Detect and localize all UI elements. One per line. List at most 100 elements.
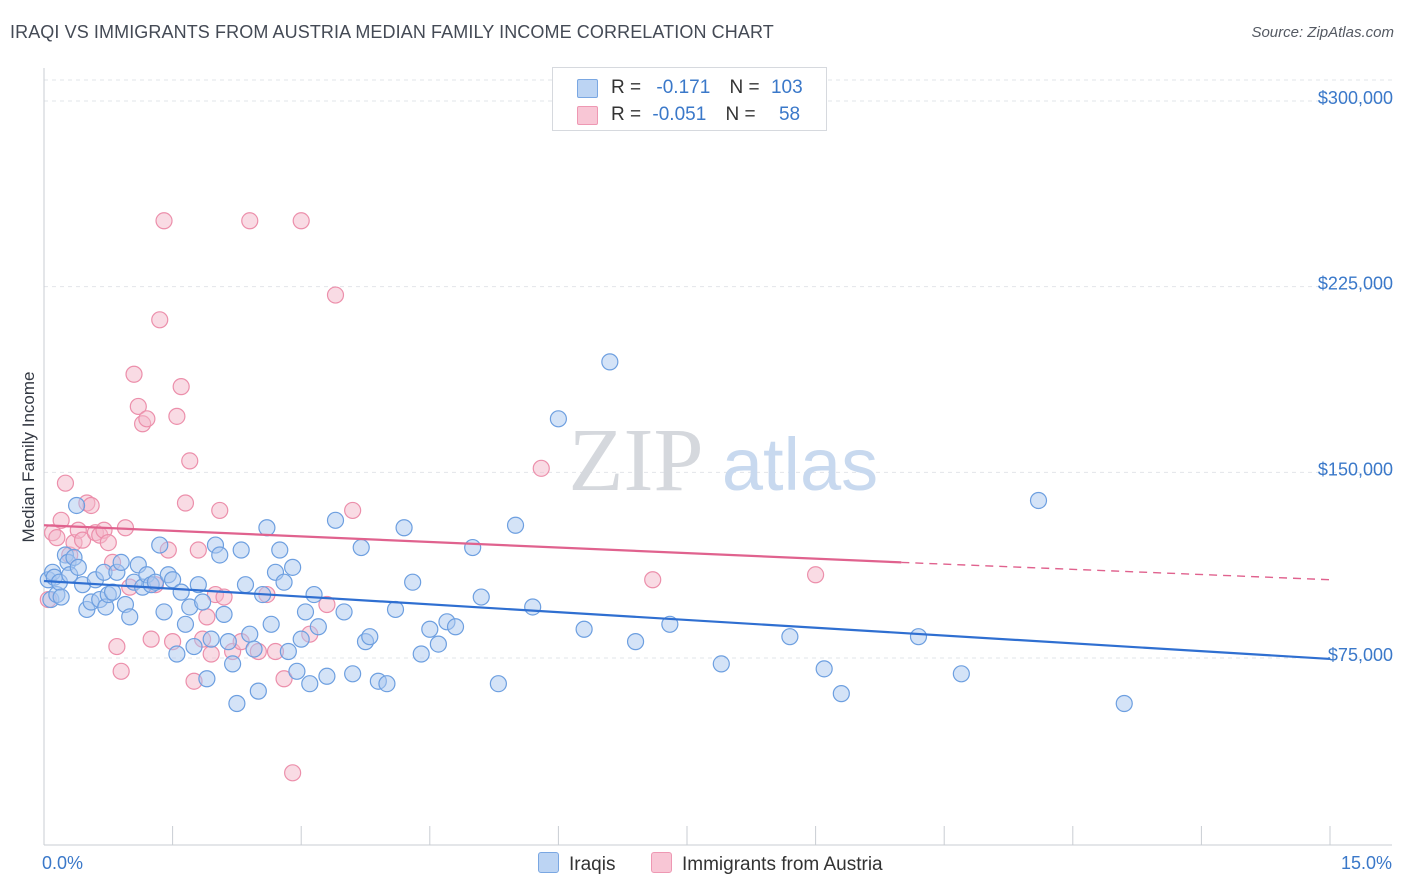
iraqis-point <box>168 645 186 663</box>
y-tick-label: $75,000 <box>1328 645 1393 665</box>
austria-point <box>108 637 126 656</box>
iraqis-point <box>296 603 315 621</box>
axes <box>43 68 1392 846</box>
iraqis-point <box>464 538 482 557</box>
austria-trend-line <box>43 524 902 564</box>
legend-n-label: N = <box>725 104 756 125</box>
legend-label-austria: Immigrants from Austria <box>682 854 883 875</box>
iraqis-point <box>121 608 139 626</box>
iraqis-point <box>219 633 237 651</box>
iraqis-point <box>67 496 86 515</box>
iraqis-point <box>404 573 422 591</box>
iraqis-point <box>429 635 447 653</box>
legend-n-label: N = <box>729 77 760 98</box>
legend-r-value: -0.171 <box>656 77 711 98</box>
iraqis-point <box>781 628 799 646</box>
austria-point <box>198 608 216 626</box>
iraqis-point <box>236 576 255 594</box>
legend-swatch-iraqis <box>577 79 598 98</box>
legend-item-austria: Immigrants from Austria <box>651 852 883 876</box>
iraqis-point <box>1115 694 1133 713</box>
iraqis-point <box>271 541 289 559</box>
iraqis-point <box>69 558 87 576</box>
iraqis-point <box>172 583 190 601</box>
iraqis-point <box>215 605 233 623</box>
iraqis-point <box>176 615 195 633</box>
austria-point <box>806 566 825 584</box>
austria-point <box>189 541 207 559</box>
y-tick-label: $150,000 <box>1318 459 1393 479</box>
iraqis-point <box>275 573 293 591</box>
iraqis-point <box>249 682 267 700</box>
iraqis-point <box>832 685 850 703</box>
iraqis-point <box>815 660 833 678</box>
iraqis-point <box>412 645 430 663</box>
chart-title: IRAQI VS IMMIGRANTS FROM AUSTRIA MEDIAN … <box>10 22 774 42</box>
trend-lines <box>43 524 1331 661</box>
iraqis-point <box>258 519 276 537</box>
austria-point <box>52 511 70 529</box>
iraqis-point <box>661 615 679 633</box>
x-tick-label-min: 0.0% <box>42 853 83 873</box>
austria-point <box>181 452 199 470</box>
iraqis-point <box>421 620 439 638</box>
iraqis-point <box>189 576 207 594</box>
legend-n-value: 103 <box>770 77 803 98</box>
austria-point <box>176 494 195 512</box>
iraqis-point <box>386 600 405 619</box>
iraqis-point <box>549 410 568 428</box>
austria-point <box>344 501 362 520</box>
austria-point <box>326 286 345 304</box>
austria-point <box>151 311 169 329</box>
austria-point <box>142 630 160 648</box>
source-credit: Source: ZipAtlas.com <box>1251 24 1394 41</box>
iraqis-point <box>309 618 327 636</box>
austria-point <box>125 365 143 383</box>
iraqis-point <box>344 665 362 683</box>
iraqis-trend-line <box>43 579 1331 661</box>
iraqis-point <box>232 541 250 559</box>
iraqis-point <box>626 633 645 651</box>
iraqis-point <box>601 353 619 371</box>
austria-point <box>129 397 147 416</box>
austria-point <box>532 459 550 477</box>
iraqis-point <box>575 620 593 638</box>
legend-swatch-austria <box>651 852 672 873</box>
iraqis-point <box>292 630 310 648</box>
legend-item-iraqis: Iraqis <box>538 852 615 876</box>
austria-point <box>644 571 662 589</box>
iraqis-point <box>284 558 302 576</box>
austria-point <box>99 533 117 552</box>
iraqis-point <box>305 585 323 604</box>
austria-point <box>112 662 130 680</box>
y-axis-label: Median Family Income <box>19 371 38 542</box>
iraqis-point <box>489 675 507 693</box>
iraqis-point <box>112 553 130 572</box>
iraqis-point <box>185 637 203 656</box>
grid-lines <box>44 79 1392 659</box>
iraqis-point <box>211 546 229 564</box>
iraqis-point <box>1029 491 1048 510</box>
x-tick-label-max: 15.0% <box>1341 853 1392 873</box>
iraqis-point <box>288 662 306 680</box>
iraqis-point <box>909 628 928 646</box>
y-tick-labels: $75,000 $150,000 $225,000 $300,000 <box>1318 88 1393 665</box>
iraqis-point <box>352 538 370 557</box>
austria-point <box>275 670 293 688</box>
iraqis-points <box>39 353 1133 713</box>
iraqis-point <box>155 603 173 621</box>
iraqis-point <box>318 667 336 685</box>
iraqis-point <box>146 573 165 591</box>
austria-point <box>202 645 220 663</box>
iraqis-point <box>194 593 212 611</box>
y-tick-label: $300,000 <box>1318 88 1393 108</box>
austria-point <box>318 595 336 614</box>
iraqis-point <box>228 694 246 713</box>
iraqis-point <box>712 655 730 673</box>
legend-label-iraqis: Iraqis <box>569 854 616 875</box>
austria-point <box>155 212 173 230</box>
iraqis-point <box>395 519 413 537</box>
iraqis-point <box>472 588 490 606</box>
legend-n-value: 58 <box>778 104 801 125</box>
